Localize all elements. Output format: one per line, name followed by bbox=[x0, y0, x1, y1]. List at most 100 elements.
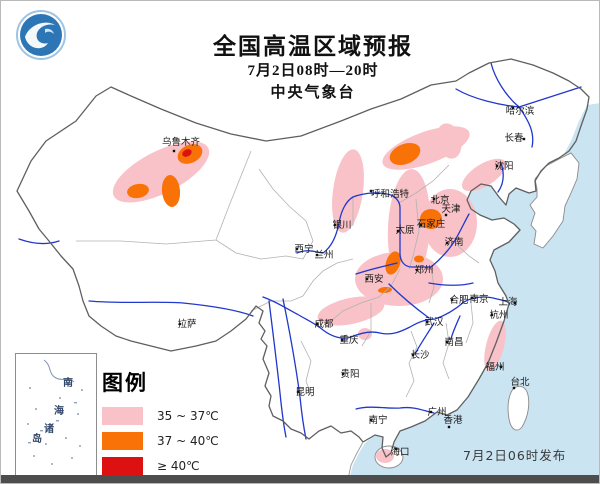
city-dot bbox=[445, 340, 449, 344]
map-title: 全国高温区域预报 bbox=[213, 34, 413, 59]
city-label: 乌鲁木齐 bbox=[162, 136, 201, 148]
city-label: 南昌 bbox=[444, 336, 463, 348]
heat-region-red bbox=[182, 149, 192, 157]
city-dot bbox=[447, 425, 451, 429]
city-dot bbox=[470, 296, 474, 300]
legend: 图例 35 ~ 37℃ 37 ~ 40℃ ≥ 40℃ bbox=[102, 359, 252, 482]
issue-time: 7月2日06时发布 bbox=[463, 448, 567, 463]
city-dot bbox=[499, 365, 503, 369]
city-label: 昆明 bbox=[295, 387, 314, 398]
city-label: 拉萨 bbox=[177, 318, 197, 330]
city-label: 北京 bbox=[430, 194, 449, 206]
legend-swatch bbox=[102, 407, 143, 425]
city-dot bbox=[429, 410, 433, 414]
city-dot bbox=[295, 247, 299, 251]
city-dot bbox=[369, 189, 373, 193]
heat-region-orange bbox=[161, 175, 181, 207]
inset-label-char: 南 bbox=[63, 378, 73, 389]
city-label: 杭州 bbox=[489, 309, 508, 321]
city-label: 太原 bbox=[395, 224, 414, 236]
city-dot bbox=[411, 353, 415, 357]
city-dot bbox=[495, 164, 499, 168]
korea-peninsula bbox=[529, 152, 580, 249]
city-label: 呼和浩特 bbox=[371, 188, 410, 200]
city-label: 南京 bbox=[469, 293, 488, 305]
city-dot bbox=[365, 277, 369, 281]
city-dot bbox=[490, 313, 494, 317]
city-dot bbox=[522, 137, 526, 141]
inset-islands bbox=[27, 359, 83, 465]
city-label: 沈阳 bbox=[494, 160, 513, 172]
legend-swatch bbox=[102, 432, 143, 450]
forecast-period: 7月2日08时—20时 bbox=[247, 63, 379, 79]
rivers bbox=[18, 62, 582, 440]
city-label: 西安 bbox=[364, 273, 383, 285]
city-label: 济南 bbox=[444, 236, 463, 248]
city-dot bbox=[444, 213, 448, 217]
heat-region-orange bbox=[414, 255, 424, 263]
city-label: 哈尔滨 bbox=[506, 105, 535, 117]
legend-item: 37 ~ 40℃ bbox=[102, 432, 252, 450]
city-label: 福州 bbox=[485, 361, 504, 373]
city-dot bbox=[315, 322, 319, 326]
taiwan-island bbox=[507, 385, 530, 431]
city-dot bbox=[513, 301, 517, 305]
city-dot bbox=[396, 229, 400, 233]
city-label: 海口 bbox=[390, 446, 409, 458]
legend-swatch bbox=[102, 457, 143, 475]
inset-label-char: 海 bbox=[54, 406, 64, 417]
city-label: 兰州 bbox=[314, 249, 333, 261]
city-label: 广州 bbox=[427, 406, 446, 418]
city-dot bbox=[415, 268, 419, 272]
city-dot bbox=[369, 418, 373, 422]
city-dot bbox=[340, 338, 344, 342]
city-label: 成都 bbox=[314, 318, 334, 330]
heat-region-pink bbox=[436, 123, 462, 159]
heat-regions-40plus bbox=[182, 149, 192, 157]
city-label: 台北 bbox=[510, 376, 530, 388]
city-label: 石家庄 bbox=[417, 218, 446, 230]
legend-item: 35 ~ 37℃ bbox=[102, 407, 252, 425]
heat-region-pink bbox=[423, 189, 477, 257]
legend-title: 图例 bbox=[102, 371, 148, 395]
city-label: 南宁 bbox=[368, 414, 387, 426]
city-label: 银川 bbox=[332, 219, 351, 231]
city-label: 重庆 bbox=[339, 334, 359, 346]
city-dot bbox=[450, 298, 454, 302]
legend-label: ≥ 40℃ bbox=[157, 459, 200, 473]
vietnam-coast bbox=[347, 441, 364, 480]
china-weather-logo bbox=[16, 10, 66, 60]
city-dot bbox=[315, 253, 319, 257]
heat-region-pink bbox=[462, 158, 506, 192]
city-label: 贵阳 bbox=[340, 368, 359, 380]
city-dot bbox=[511, 106, 515, 110]
city-dot bbox=[172, 149, 176, 153]
heat-region-orange bbox=[127, 183, 149, 199]
agency-name: 中央气象台 bbox=[270, 85, 356, 101]
south-china-sea-inset: 南海诸岛 bbox=[15, 353, 97, 477]
china-national-boundary bbox=[16, 58, 590, 458]
city-label: 郑州 bbox=[414, 264, 433, 276]
legend-label: 37 ~ 40℃ bbox=[157, 434, 219, 448]
city-dot bbox=[445, 241, 449, 245]
city-dot bbox=[296, 390, 300, 394]
province-boundaries bbox=[76, 150, 480, 398]
city-label: 长春 bbox=[504, 132, 524, 144]
city-dot bbox=[341, 372, 345, 376]
legend-item: ≥ 40℃ bbox=[102, 457, 252, 475]
inset-label-char: 岛 bbox=[32, 434, 42, 445]
heat-region-pink bbox=[358, 328, 372, 340]
city-label: 香港 bbox=[443, 414, 463, 426]
heat-region-orange bbox=[385, 251, 401, 275]
heat-region-pink bbox=[355, 252, 443, 306]
city-dot bbox=[432, 197, 436, 201]
city-label: 上海 bbox=[498, 296, 518, 308]
city-label: 合肥 bbox=[449, 294, 469, 306]
legend-label: 35 ~ 37℃ bbox=[157, 409, 219, 423]
city-dot bbox=[178, 322, 182, 326]
city-label: 西宁 bbox=[294, 243, 313, 255]
city-label: 长沙 bbox=[410, 349, 430, 361]
city-label: 天津 bbox=[441, 204, 461, 215]
